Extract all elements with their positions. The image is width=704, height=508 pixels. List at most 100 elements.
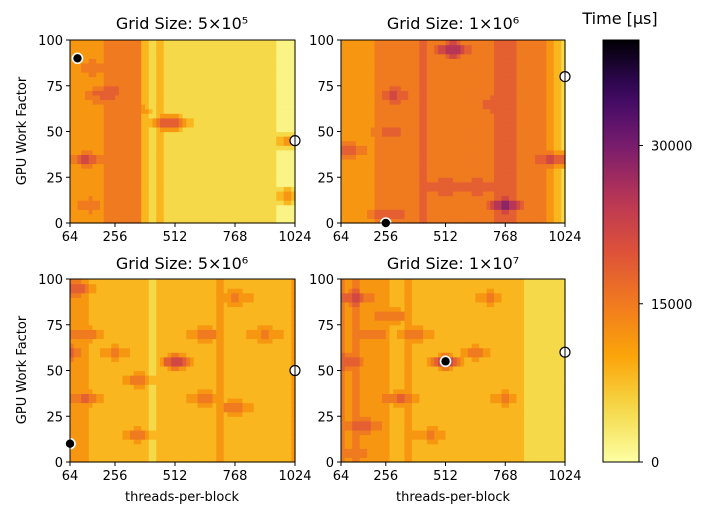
contour-cell [542,204,547,210]
contour-cell [171,76,176,82]
contour-cell [70,397,75,404]
contour-cell [423,181,428,187]
contour-cell [231,186,236,192]
contour-cell [359,53,364,59]
contour-cell [464,172,469,178]
contour-cell [490,140,495,146]
contour-cell [137,213,142,220]
contour-cell [479,62,484,69]
contour-cell [341,85,346,91]
contour-cell [497,90,503,96]
contour-cell [471,209,476,215]
contour-cell [250,104,255,110]
contour-cell [482,195,488,201]
contour-cell [404,181,409,187]
contour-cell [397,104,402,110]
contour-cell [527,145,532,151]
contour-cell [561,213,566,220]
contour-cell [550,117,555,123]
contour-cell [509,85,514,91]
contour-cell [261,140,266,146]
contour-cell [494,94,499,101]
contour-cell [287,104,292,110]
contour-cell [287,213,292,220]
contour-cell [220,44,225,50]
contour-cell [341,177,346,183]
contour-cell [122,126,127,133]
contour-cell [542,172,547,178]
contour-cell [193,122,199,128]
contour-cell [512,85,518,91]
contour-cell [363,200,368,206]
contour-cell [408,94,413,101]
contour-cell [538,40,544,46]
contour-cell [400,158,406,165]
contour-cell [464,149,469,155]
contour-cell [378,168,383,174]
contour-cell [520,149,525,155]
contour-cell [220,113,225,119]
contour-cell [449,67,454,73]
contour-cell [419,72,424,78]
contour-cell [216,53,221,59]
contour-cell [77,168,82,174]
contour-cell [291,200,296,206]
contour-cell [341,190,346,197]
contour-cell [261,204,266,210]
contour-cell [471,81,476,87]
contour-cell [283,149,289,155]
contour-cell [231,145,236,151]
contour-cell [382,62,387,69]
contour-cell [163,213,169,220]
contour-cell [103,99,109,105]
contour-cell [227,67,232,73]
contour-cell [467,108,473,114]
contour-cell [408,122,413,128]
contour-cell [553,181,559,187]
contour-cell [546,200,551,206]
contour-cell [178,204,184,210]
contour-cell [137,209,142,215]
contour-cell [497,49,503,55]
contour-cell [118,53,124,59]
contour-cell [546,213,551,220]
contour-cell [193,117,199,123]
contour-cell [527,213,532,220]
contour-cell [100,168,105,174]
contour-cell [73,292,79,298]
contour-cell [133,145,139,151]
contour-cell [523,90,529,96]
contour-cell [171,62,176,69]
contour-cell [81,200,86,206]
contour-cell [438,204,443,210]
contour-cell [501,44,506,50]
contour-cell [115,177,120,183]
contour-cell [456,94,462,101]
contour-cell [220,94,225,101]
contour-cell [73,72,79,78]
contour-cell [479,44,484,50]
contour-cell [453,213,458,220]
contour-cell [96,145,101,151]
contour-cell [152,90,157,96]
contour-cell [111,145,116,151]
contour-cell [430,122,435,128]
contour-cell [253,117,259,123]
contour-cell [374,67,379,73]
contour-cell [167,58,172,64]
contour-cell [92,72,97,78]
contour-cell [382,117,387,123]
contour-cell [77,90,82,96]
contour-cell [344,145,350,151]
contour-cell [73,429,79,436]
contour-cell [156,126,161,133]
contour-cell [160,172,165,178]
contour-cell [359,85,364,91]
contour-cell [246,168,251,174]
contour-cell [486,117,491,123]
contour-cell [238,136,244,142]
contour-cell [107,81,112,87]
contour-cell [227,131,232,137]
contour-cell [261,190,266,197]
contour-cell [404,113,409,119]
